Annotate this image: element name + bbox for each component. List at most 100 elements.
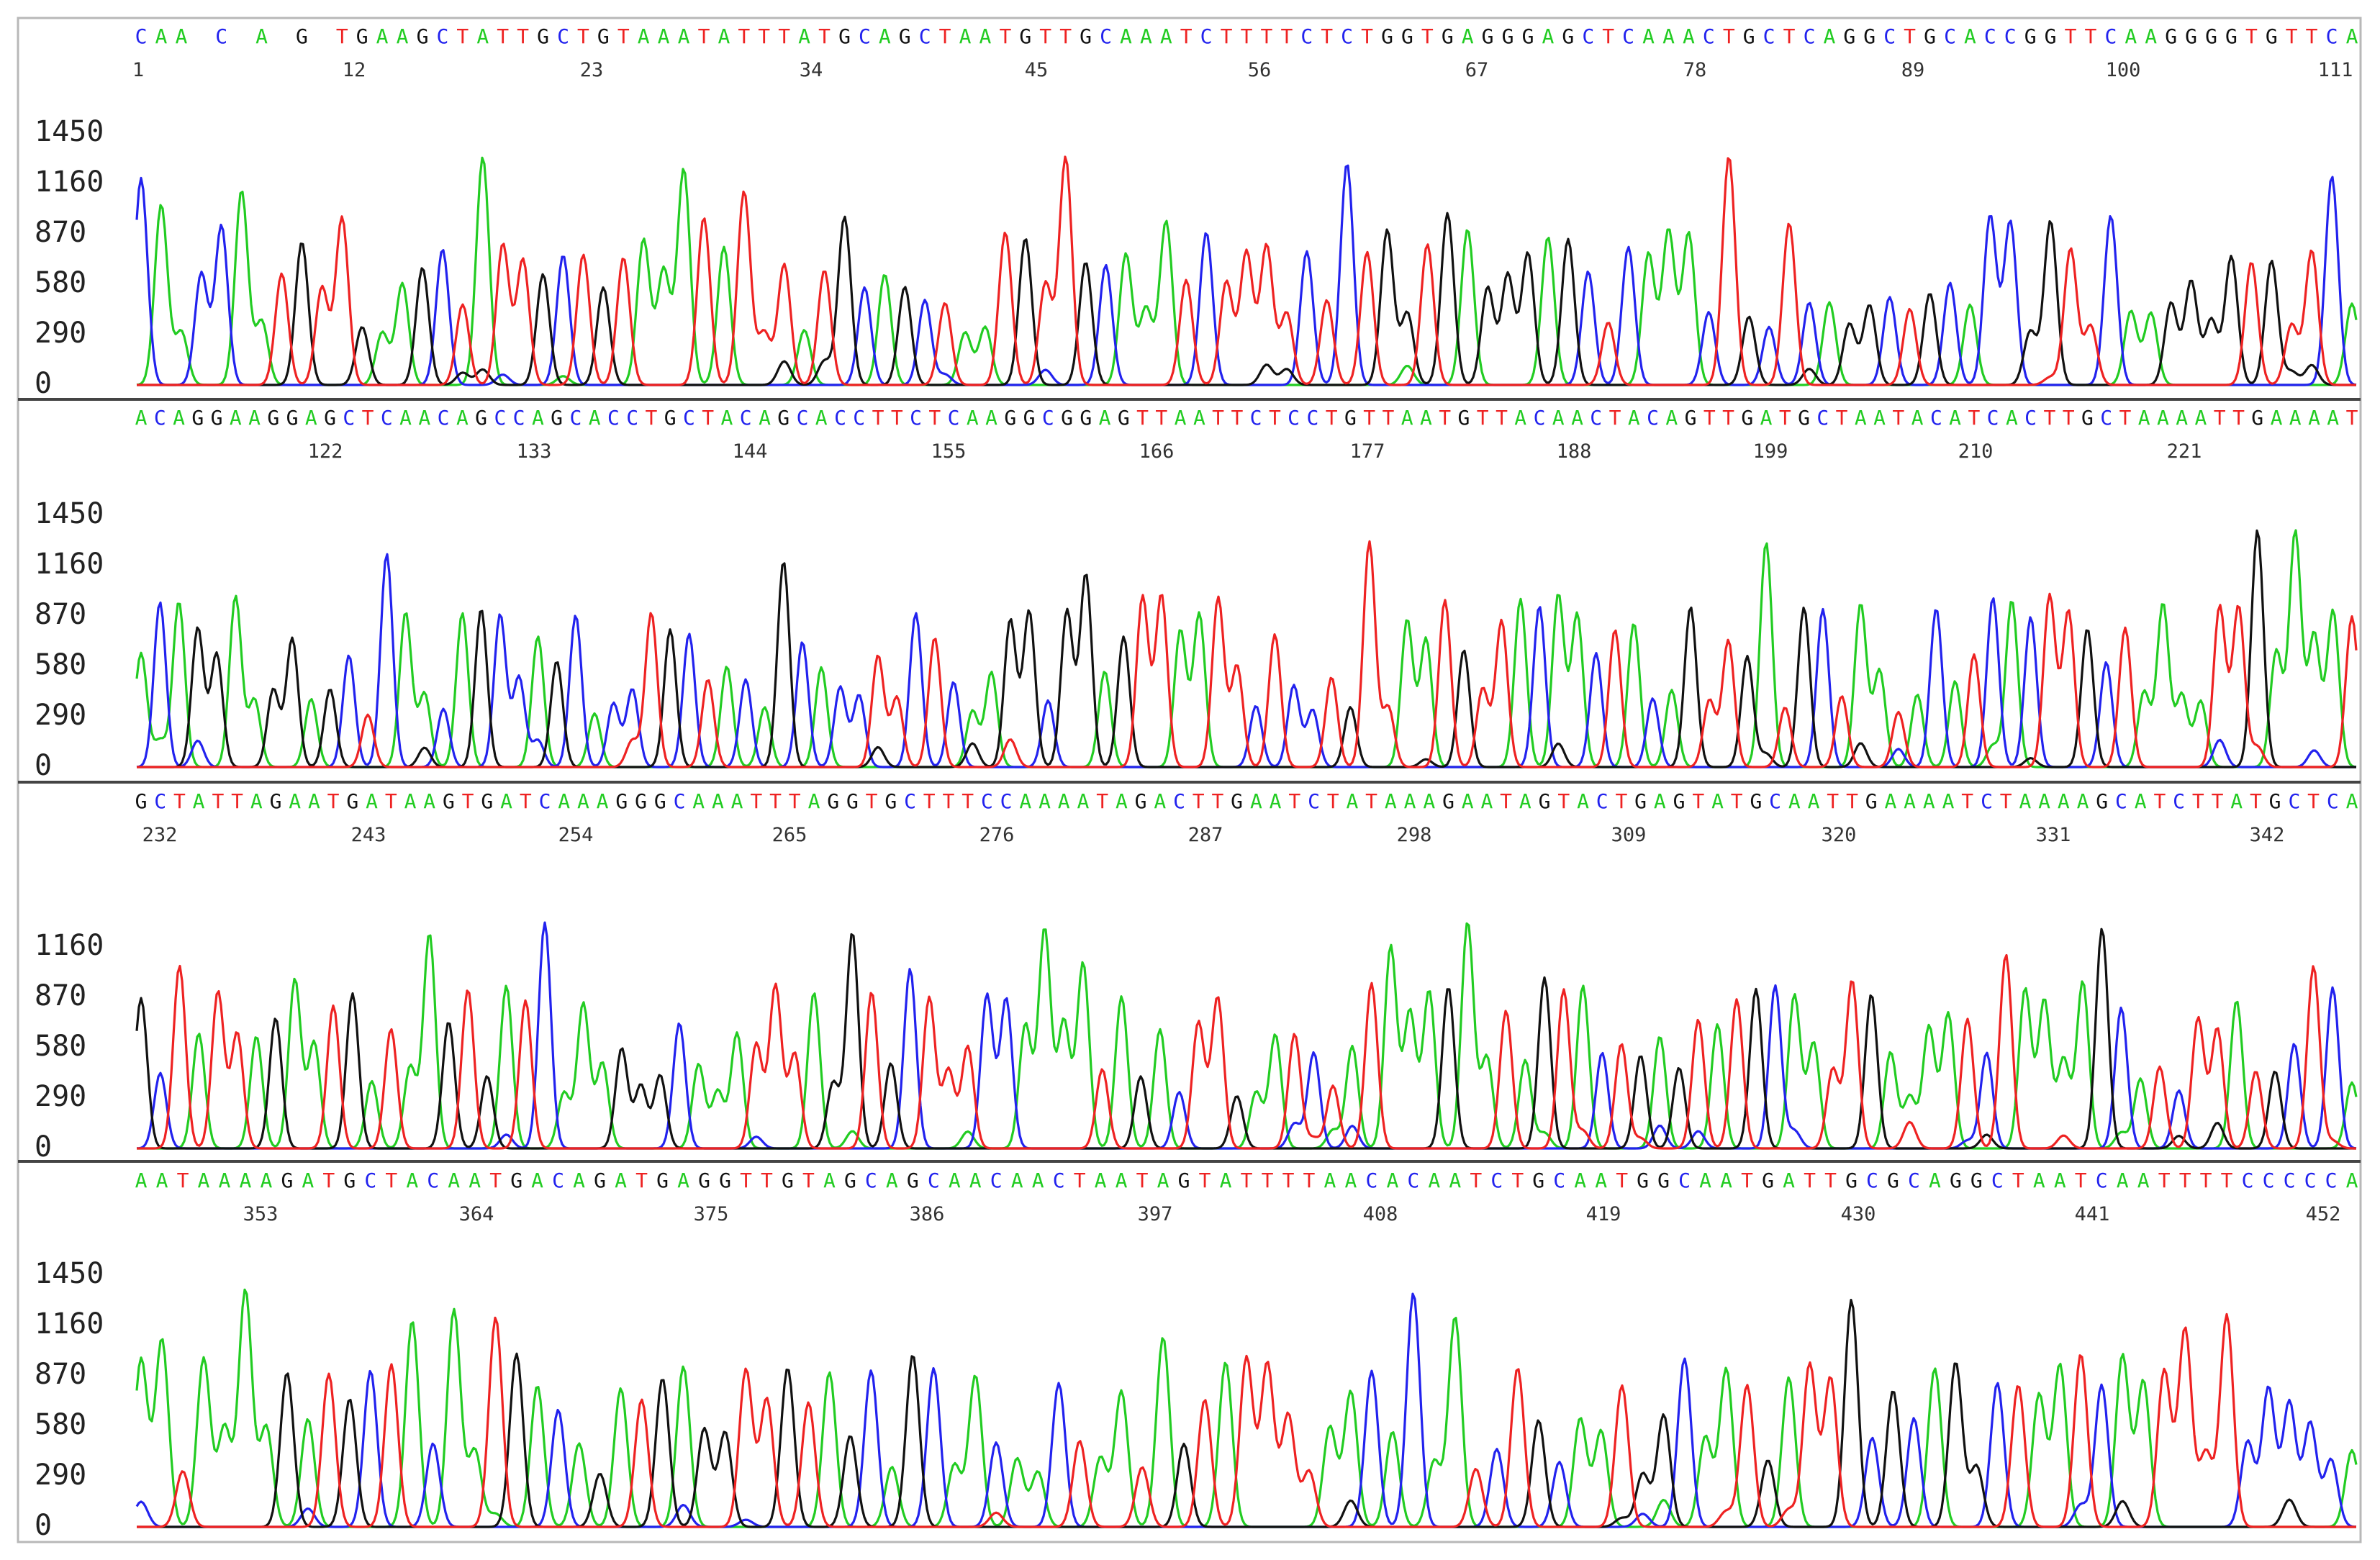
base-call-letter: G	[270, 789, 282, 813]
base-call-letter: G	[1118, 406, 1130, 430]
base-call-letter: A	[1193, 406, 1205, 430]
base-call-letter: A	[155, 24, 167, 48]
base-call-letter: A	[376, 24, 389, 48]
base-call-letter: T	[1288, 789, 1300, 813]
base-call-letter: T	[231, 789, 243, 813]
base-call-letter: T	[327, 789, 340, 813]
base-call-letter: T	[1602, 24, 1614, 48]
base-call-letter: A	[1823, 24, 1835, 48]
intensity-tick-label: 580	[35, 648, 86, 681]
base-call-letter: A	[1154, 789, 1166, 813]
base-call-letter: C	[215, 24, 227, 48]
base-call-letter: A	[1462, 24, 1474, 48]
base-call-letter: A	[1665, 406, 1678, 430]
base-call-letter: T	[645, 406, 657, 430]
base-call-letter: G	[1741, 406, 1753, 430]
base-call-letter: A	[418, 406, 430, 430]
base-call-letter: A	[1480, 789, 1493, 813]
position-tick-label: 342	[2250, 824, 2285, 846]
base-call-letter: C	[626, 406, 638, 430]
base-call-letter: A	[218, 1169, 230, 1192]
base-call-letter: A	[1058, 789, 1070, 813]
base-call-letter: T	[1321, 24, 1333, 48]
base-call-letter: A	[1949, 406, 1961, 430]
base-call-letter: A	[469, 1169, 481, 1192]
base-call-letter: A	[1220, 1169, 1232, 1192]
base-call-letter: A	[985, 406, 997, 430]
base-call-letter: A	[1462, 789, 1474, 813]
intensity-tick-label: 0	[35, 749, 52, 782]
base-call-letter: A	[305, 406, 317, 430]
base-call-letter: G	[907, 1169, 919, 1192]
base-call-letter: C	[1534, 406, 1546, 430]
base-call-letter: C	[683, 406, 695, 430]
base-call-letter: A	[1595, 1169, 1607, 1192]
base-call-letter: G	[1482, 24, 1494, 48]
base-call-letter: T	[1836, 406, 1848, 430]
base-call-letter: A	[1428, 1169, 1440, 1192]
base-call-letter: G	[267, 406, 279, 430]
base-call-letter: C	[557, 24, 569, 48]
base-call-letter: T	[1824, 1169, 1837, 1192]
base-call-letter: A	[476, 24, 489, 48]
base-call-letter: T	[2346, 406, 2358, 430]
base-call-letter: A	[531, 1169, 543, 1192]
base-call-letter: G	[1950, 1169, 1962, 1192]
base-call-letter: A	[967, 406, 979, 430]
base-call-letter: T	[1783, 24, 1796, 48]
base-call-letter: A	[573, 1169, 585, 1192]
base-call-letter: T	[385, 1169, 397, 1192]
base-call-letter: C	[1200, 24, 1213, 48]
base-call-letter: A	[720, 406, 733, 430]
base-call-letter: C	[2263, 1169, 2275, 1192]
base-call-letter: C	[2100, 406, 2112, 430]
position-tick-label: 210	[1958, 440, 1994, 463]
base-call-letter: A	[156, 1169, 168, 1192]
base-call-letter: A	[615, 1169, 627, 1192]
base-call-letter: A	[500, 789, 512, 813]
trace-T	[137, 953, 2356, 1150]
position-tick-label: 89	[1901, 59, 1925, 81]
base-call-letter: G	[510, 1169, 522, 1192]
base-call-letter: G	[281, 1169, 293, 1192]
base-call-letter: C	[607, 406, 620, 430]
base-call-letter: C	[1647, 406, 1659, 430]
base-call-letter: T	[2119, 406, 2131, 430]
base-call-letter: T	[1039, 24, 1051, 48]
base-call-letter: A	[815, 406, 828, 430]
intensity-tick-label: 290	[35, 699, 86, 732]
base-call-letter: A	[2271, 406, 2283, 430]
base-call-letter: T	[2043, 406, 2055, 430]
base-call-letter: T	[1496, 406, 1508, 430]
base-call-letter: A	[2054, 1169, 2066, 1192]
base-call-letter: A	[1116, 789, 1128, 813]
base-call-letter: A	[2117, 1169, 2129, 1192]
base-call-letter: C	[2096, 1169, 2108, 1192]
base-call-letter: G	[1442, 789, 1454, 813]
base-call-letter: G	[324, 406, 336, 430]
base-call-letter: T	[2214, 406, 2226, 430]
base-call-letter: G	[1231, 789, 1243, 813]
position-tick-label: 23	[580, 59, 604, 81]
base-call-letter: C	[1100, 24, 1112, 48]
position-tick-label: 12	[343, 59, 366, 81]
base-call-letter: A	[250, 789, 263, 813]
base-call-letter: T	[942, 789, 954, 813]
base-call-letter: A	[193, 789, 205, 813]
base-call-letter: A	[456, 406, 469, 430]
base-call-letter: A	[1873, 406, 1886, 430]
base-call-letter: A	[1404, 789, 1416, 813]
base-call-letter: A	[260, 1169, 272, 1192]
base-call-letter: C	[1407, 1169, 1419, 1192]
base-call-letter: C	[436, 24, 448, 48]
base-call-letter: C	[1981, 789, 1993, 813]
base-call-letter: T	[177, 1169, 189, 1192]
base-call-letter: T	[2286, 24, 2298, 48]
base-call-letter: G	[1845, 1169, 1858, 1192]
base-call-letter: A	[366, 789, 378, 813]
base-call-letter: A	[1099, 406, 1111, 430]
base-call-letter: A	[1577, 789, 1589, 813]
position-tick-label: 34	[800, 59, 823, 81]
base-call-letter: A	[597, 789, 609, 813]
